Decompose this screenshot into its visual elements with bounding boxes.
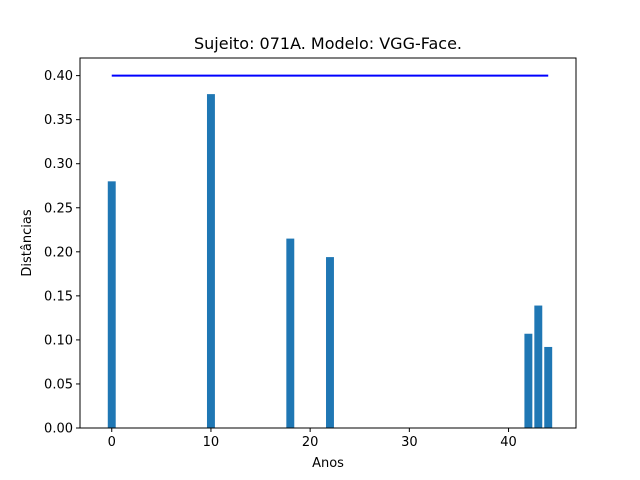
x-tick-label: 10 [203, 435, 220, 450]
y-ticks: 0.00 0.05 0.10 0.15 0.20 0.25 0.30 0.35 0.40 [44, 69, 80, 437]
y-tick-label: 0.30 [44, 157, 73, 172]
bar-x-44 [544, 346, 553, 428]
y-tick-label: 0.35 [44, 113, 73, 128]
y-tick-label: 0.25 [44, 201, 73, 216]
bar-x-0 [107, 181, 116, 428]
bar-x-42 [524, 333, 533, 428]
y-tick-label: 0.05 [44, 377, 73, 392]
x-ticks: 0 10 20 30 40 [108, 428, 517, 450]
x-tick-label: 40 [500, 435, 517, 450]
x-axis-label: Anos [312, 456, 344, 471]
bar-x-43 [534, 305, 543, 428]
y-tick-label: 0.00 [44, 422, 73, 437]
y-tick-label: 0.20 [44, 245, 73, 260]
bar-x-18 [286, 238, 295, 428]
chart-title: Sujeito: 071A. Modelo: VGG-Face. [194, 34, 462, 53]
x-tick-label: 30 [401, 435, 418, 450]
y-tick-label: 0.15 [44, 289, 73, 304]
axes-frame [79, 57, 577, 429]
bar-x-10 [206, 94, 215, 428]
plot-layer [107, 74, 553, 428]
bar-x-22 [326, 257, 334, 428]
y-axis-label: Distâncias [20, 209, 35, 276]
y-tick-label: 0.10 [44, 333, 73, 348]
y-tick-label: 0.40 [44, 69, 73, 84]
x-tick-label: 20 [302, 435, 319, 450]
x-tick-label: 0 [108, 435, 116, 450]
